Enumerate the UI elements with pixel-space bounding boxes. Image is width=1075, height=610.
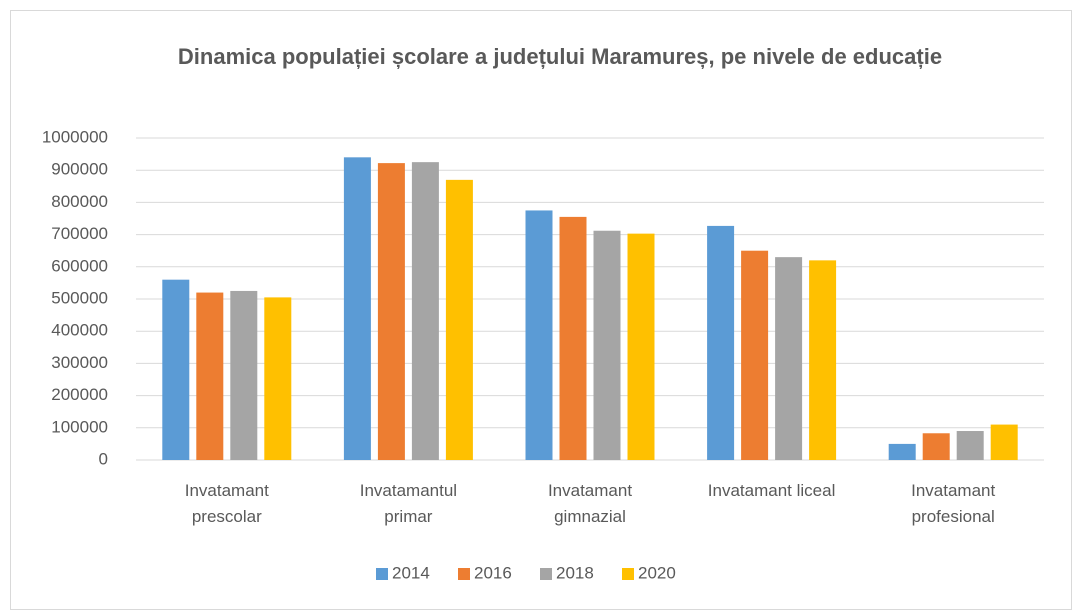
bar — [559, 216, 587, 460]
x-tick-label: Invatamant profesional — [911, 481, 996, 526]
chart-title: Dinamica populației școlare a județului … — [177, 44, 943, 69]
bar — [343, 157, 371, 460]
bar — [888, 443, 916, 460]
y-tick-label: 1000000 — [42, 127, 108, 146]
bar — [741, 250, 769, 460]
y-tick-label: 700000 — [51, 224, 108, 243]
x-tick-label: Invatamant prescolar — [184, 481, 269, 526]
y-tick-label: 500000 — [51, 288, 108, 307]
bar — [775, 257, 803, 460]
x-tick-label: Invatamant liceal — [707, 481, 836, 500]
legend-swatch — [622, 568, 634, 580]
bar — [593, 230, 621, 460]
bar — [922, 433, 950, 460]
legend-swatch — [376, 568, 388, 580]
x-tick-label: Invatamantul primar — [359, 481, 458, 526]
legend-label: 2016 — [474, 563, 512, 582]
y-tick-label: 800000 — [51, 192, 108, 211]
legend-label: 2020 — [638, 563, 676, 582]
y-tick-label: 300000 — [51, 353, 108, 372]
bar — [525, 210, 553, 460]
x-tick-label: Invatamant gimnazial — [547, 481, 633, 526]
bar — [196, 292, 224, 460]
bar — [990, 424, 1018, 460]
bar — [377, 163, 405, 460]
y-tick-label: 400000 — [51, 321, 108, 340]
bar — [411, 162, 439, 460]
bar — [162, 279, 190, 460]
bar — [809, 260, 837, 460]
bar — [707, 225, 735, 460]
y-tick-label: 600000 — [51, 256, 108, 275]
y-tick-label: 900000 — [51, 160, 108, 179]
y-tick-label: 0 — [99, 449, 108, 468]
legend-label: 2014 — [392, 563, 430, 582]
bar — [445, 179, 473, 461]
legend-swatch — [458, 568, 470, 580]
legend-swatch — [540, 568, 552, 580]
legend-label: 2018 — [556, 563, 594, 582]
y-tick-label: 200000 — [51, 385, 108, 404]
y-tick-label: 100000 — [51, 417, 108, 436]
bar — [264, 297, 292, 460]
bar — [956, 431, 984, 460]
bar — [230, 290, 258, 460]
bar — [627, 233, 655, 460]
